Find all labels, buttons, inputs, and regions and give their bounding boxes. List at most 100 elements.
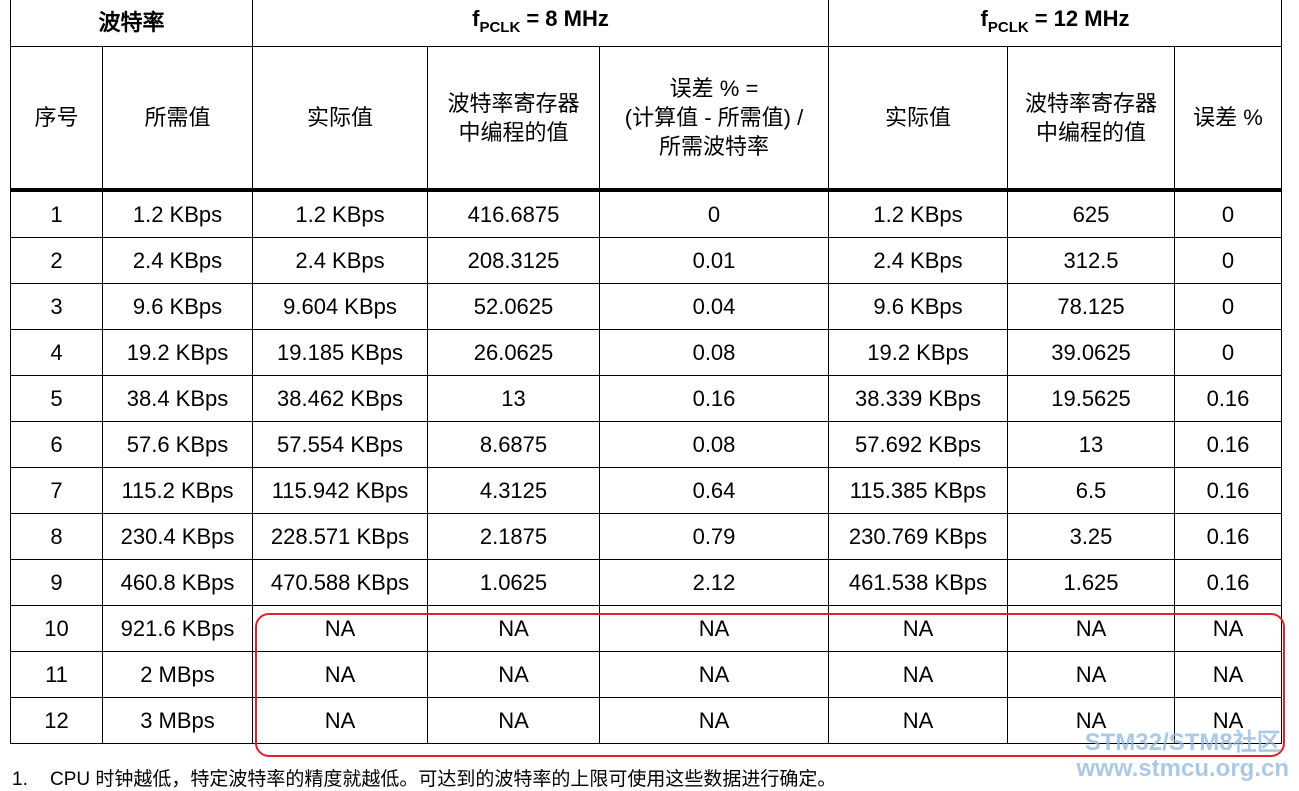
table-cell: NA <box>599 605 829 652</box>
table-cell: 1.2 KBps <box>102 189 253 238</box>
table-cell: 57.692 KBps <box>828 421 1008 468</box>
table-cell: 0 <box>1174 283 1282 330</box>
table-cell: 2.1875 <box>427 513 600 560</box>
table-cell: NA <box>828 697 1008 744</box>
header-line: 波特率寄存器 <box>1024 90 1157 116</box>
table-cell: 2.4 KBps <box>102 237 253 284</box>
table-cell: NA <box>1174 605 1282 652</box>
table-cell: NA <box>427 651 600 698</box>
header-line: (计算值 - 所需值) / <box>624 105 804 130</box>
symbol: f <box>472 5 480 31</box>
table-cell: 208.3125 <box>427 237 600 284</box>
table-cell: 38.4 KBps <box>102 375 253 422</box>
header-line: 中编程的值 <box>1035 119 1146 145</box>
table-row: 5 38.4 KBps 38.462 KBps 13 0.16 38.339 KBps 19… <box>10 375 1282 422</box>
table-row: 4 19.2 KBps 19.185 KBps 26.0625 0.08 19.2 KBp… <box>10 329 1282 376</box>
table-row: 1 1.2 KBps 1.2 KBps 416.6875 0 1.2 KBps 625 0 <box>10 189 1282 238</box>
table-cell: 4 <box>10 329 103 376</box>
header-line: 所需值 <box>144 105 211 130</box>
table-cell: 19.2 KBps <box>828 329 1008 376</box>
table-cell: 230.4 KBps <box>102 513 253 560</box>
table-cell: 0 <box>1174 237 1282 284</box>
table-cell: 4.3125 <box>427 467 600 514</box>
table-cell: 461.538 KBps <box>828 559 1008 606</box>
table-cell: 19.185 KBps <box>252 329 428 376</box>
table-cell: 13 <box>1007 421 1175 468</box>
table-cell: 2 <box>10 237 103 284</box>
table-cell: 6 <box>10 421 103 468</box>
column-header: 序号 <box>10 46 103 192</box>
table-cell: 3.25 <box>1007 513 1175 560</box>
table-cell: 9.6 KBps <box>828 283 1008 330</box>
table-row: 7 115.2 KBps 115.942 KBps 4.3125 0.64 115.385… <box>10 467 1282 514</box>
header-line: 误差 % = <box>669 76 759 101</box>
table-cell: 19.2 KBps <box>102 329 253 376</box>
watermark-line: www.stmcu.org.cn <box>1076 755 1289 782</box>
table-cell: 0.16 <box>1174 421 1282 468</box>
table-cell: 228.571 KBps <box>252 513 428 560</box>
table-cell: 470.588 KBps <box>252 559 428 606</box>
table-cell: 0.08 <box>599 329 829 376</box>
column-header: 波特率寄存器 中编程的值 <box>427 46 600 192</box>
table-cell: NA <box>252 697 428 744</box>
table-cell: 9.604 KBps <box>252 283 428 330</box>
table-cell: 0.16 <box>1174 467 1282 514</box>
table-cell: 38.462 KBps <box>252 375 428 422</box>
table-cell: 460.8 KBps <box>102 559 253 606</box>
symbol: f <box>980 5 988 31</box>
table-cell: NA <box>599 651 829 698</box>
header-row: 序号 所需值 实际值 波特率寄存器 中编程的值 误差 % = (计算值 - 所需值) / 所需… <box>10 46 1282 192</box>
group-header: fPCLK = 8 MHz <box>252 0 829 47</box>
table-cell: 57.6 KBps <box>102 421 253 468</box>
table-cell: 312.5 <box>1007 237 1175 284</box>
table-row: 8 230.4 KBps 228.571 KBps 2.1875 0.79 230.769… <box>10 513 1282 560</box>
table-row: 11 2 MBps NA NA NA NA NA NA <box>10 651 1282 698</box>
table-cell: 13 <box>427 375 600 422</box>
table-cell: 78.125 <box>1007 283 1175 330</box>
table-cell: 6.5 <box>1007 467 1175 514</box>
table-cell: 0.79 <box>599 513 829 560</box>
column-header: 实际值 <box>252 46 428 192</box>
watermark-line: STM32/STM8社区 <box>1084 729 1281 756</box>
table-cell: NA <box>1007 605 1175 652</box>
group-header: fPCLK = 12 MHz <box>828 0 1282 47</box>
header-line: 所需波特率 <box>658 134 769 159</box>
table-cell: 1.2 KBps <box>252 189 428 238</box>
table-cell: 8.6875 <box>427 421 600 468</box>
table-cell: 230.769 KBps <box>828 513 1008 560</box>
header-line: 波特率寄存器 <box>447 90 580 116</box>
table-cell: 52.0625 <box>427 283 600 330</box>
group-header: 波特率 <box>10 0 253 47</box>
table-cell: 0.08 <box>599 421 829 468</box>
table-cell: 3 MBps <box>102 697 253 744</box>
table-cell: 1.625 <box>1007 559 1175 606</box>
table-cell: 10 <box>10 605 103 652</box>
table-row: 3 9.6 KBps 9.604 KBps 52.0625 0.04 9.6 KBps 78… <box>10 283 1282 330</box>
table-cell: 0.16 <box>1174 375 1282 422</box>
subscript: PCLK <box>479 18 521 36</box>
header-line: 误差 % <box>1193 105 1263 130</box>
table-row: 6 57.6 KBps 57.554 KBps 8.6875 0.08 57.692 KB… <box>10 421 1282 468</box>
table-cell: NA <box>828 605 1008 652</box>
table-cell: 57.554 KBps <box>252 421 428 468</box>
table-cell: 11 <box>10 651 103 698</box>
table-cell: NA <box>1174 651 1282 698</box>
table-cell: 0.16 <box>599 375 829 422</box>
table-cell: NA <box>427 697 600 744</box>
header-line: 序号 <box>34 105 79 130</box>
table-row: 12 3 MBps NA NA NA NA NA NA <box>10 697 1282 744</box>
header-line: 实际值 <box>306 105 373 130</box>
table-cell: 0 <box>599 189 829 238</box>
header-row: 波特率 fPCLK = 8 MHz fPCLK = 12 MHz <box>10 0 1282 47</box>
table-cell: 9.6 KBps <box>102 283 253 330</box>
baud-rate-table: 波特率 fPCLK = 8 MHz fPCLK = 12 MHz 序号 所需值 实际值 波特率寄… <box>10 0 1282 744</box>
table-cell: 115.942 KBps <box>252 467 428 514</box>
table-cell: NA <box>427 605 600 652</box>
footnote-number: 1. <box>12 769 28 790</box>
table-cell: 115.385 KBps <box>828 467 1008 514</box>
table-row: 2 2.4 KBps 2.4 KBps 208.3125 0.01 2.4 KBps 312… <box>10 237 1282 284</box>
table-cell: 2.4 KBps <box>828 237 1008 284</box>
header-line: 实际值 <box>884 105 951 130</box>
table-cell: NA <box>1174 697 1282 744</box>
table-cell: 19.5625 <box>1007 375 1175 422</box>
